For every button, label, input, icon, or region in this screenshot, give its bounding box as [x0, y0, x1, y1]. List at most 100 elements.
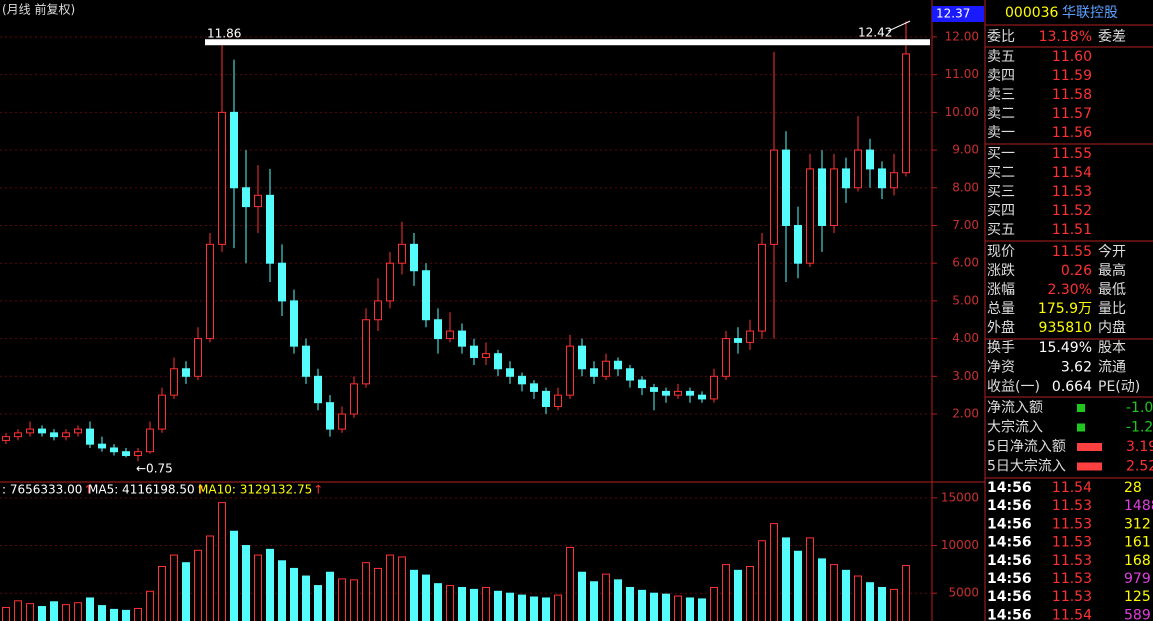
ratio-label: 委比: [987, 29, 1015, 45]
volume-bar: [566, 546, 574, 621]
candle-body: [314, 375, 322, 404]
flow-value: -1.29: [1126, 420, 1153, 436]
volume-arrow: ↑: [196, 483, 206, 497]
y-tick-label: 4.00: [952, 331, 979, 345]
volume-bar: [290, 567, 298, 621]
candle-body: [602, 360, 610, 377]
y-tick-label: 12.00: [945, 29, 979, 43]
volume-bar: [542, 597, 550, 621]
bid-label: 买三: [987, 184, 1015, 200]
volume-bar: [350, 579, 358, 621]
volume-bar: [482, 586, 490, 621]
bid-price: 11.55: [1052, 146, 1092, 162]
volume-bar: [110, 608, 118, 621]
candle-body: [14, 432, 22, 438]
volume-bar: [854, 575, 862, 621]
low-label: ←0.75: [136, 462, 173, 476]
volume-bar: [758, 540, 766, 621]
y-tick-label: 7.00: [952, 218, 979, 232]
stat-label: 净资: [987, 360, 1015, 376]
candle-body: [770, 149, 778, 245]
volume-bar: [14, 600, 22, 621]
volume-bar: [734, 569, 742, 621]
volume-bar: [698, 598, 706, 621]
volume-bar: [218, 502, 226, 621]
tick-time: 14:56: [987, 607, 1032, 621]
volume-label: : 7656333.00: [2, 483, 82, 497]
candle-body: [686, 390, 694, 396]
volume-bar: [866, 582, 874, 621]
candle-body: [182, 368, 190, 377]
stat-label2: 内盘: [1098, 319, 1126, 336]
candle-body: [662, 390, 670, 396]
volume-bar: [74, 602, 82, 621]
volume-bar: [146, 590, 154, 621]
y-tick-label: 10000: [941, 538, 979, 552]
candle-body: [674, 390, 682, 396]
volume-bar: [818, 558, 826, 621]
tick-volume: 28: [1124, 480, 1142, 496]
volume-bar: [314, 585, 322, 621]
tick-price: 11.54: [1052, 480, 1092, 496]
chart-title: (月线 前复权): [2, 2, 75, 17]
flow-label: 净流入额: [987, 400, 1043, 416]
volume-bar: [254, 554, 262, 621]
ask-price: 11.56: [1052, 125, 1092, 141]
candle-body: [374, 300, 382, 321]
volume-bar: [302, 575, 310, 621]
volume-bar: [278, 560, 286, 621]
bid-price: 11.54: [1052, 165, 1092, 181]
bid-label: 买一: [987, 146, 1015, 162]
candle-body: [266, 194, 274, 264]
volume-bar: [722, 564, 730, 621]
tick-time: 14:56: [987, 516, 1032, 532]
candle-body: [494, 353, 502, 370]
stat-label: 收益(一): [987, 379, 1040, 395]
candle-body: [830, 168, 838, 226]
volume-bar: [170, 554, 178, 621]
stat-label: 现价: [987, 244, 1015, 260]
volume-bar: [242, 545, 250, 621]
ratio-value: 13.18%: [1039, 29, 1092, 45]
candle-body: [542, 390, 550, 407]
volume-bar: [554, 594, 562, 621]
candle-body: [110, 447, 118, 453]
volume-bar: [674, 595, 682, 621]
flow-value: 3.19: [1126, 439, 1153, 455]
ask-label: 卖一: [987, 125, 1015, 141]
volume-bar: [230, 530, 238, 621]
cursor-price: 12.37: [936, 7, 970, 21]
volume-bar: [26, 603, 34, 621]
bid-price: 11.52: [1052, 203, 1092, 219]
candle-body: [386, 262, 394, 302]
volume-bar: [62, 604, 70, 621]
stat-label: 涨幅: [987, 282, 1015, 298]
candle-body: [62, 432, 70, 438]
volume-bar: [650, 592, 658, 621]
stat-label2: 最高: [1098, 262, 1126, 279]
candle-body: [806, 168, 814, 264]
volume-bar: [386, 554, 394, 621]
tick-price: 11.53: [1052, 516, 1092, 532]
ask-label: 卖三: [987, 87, 1015, 103]
volume-bar: [446, 585, 454, 621]
volume-label: MA10: 3129132.75: [198, 483, 312, 497]
volume-bar: [410, 569, 418, 621]
y-tick-label: 8.00: [952, 180, 979, 194]
tick-volume: 161: [1124, 535, 1151, 551]
stat-value: 3.62: [1061, 360, 1092, 376]
candle-body: [38, 428, 46, 434]
volume-bar: [890, 588, 898, 621]
candle-body: [746, 330, 754, 343]
ask-price: 11.59: [1052, 68, 1092, 84]
peak-pointer: [887, 20, 911, 32]
tick-price: 11.53: [1052, 535, 1092, 551]
candle-body: [554, 394, 562, 407]
volume-bar: [134, 607, 142, 621]
candle-body: [2, 436, 10, 441]
volume-bar: [614, 579, 622, 621]
volume-bar: [590, 581, 598, 621]
volume-bar: [626, 586, 634, 621]
tick-time: 14:56: [987, 498, 1032, 514]
stat-label2: 流通: [1098, 360, 1126, 376]
